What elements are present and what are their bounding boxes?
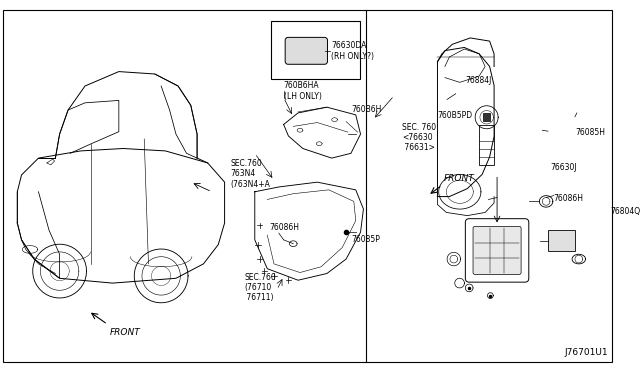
Text: 76086H: 76086H: [554, 194, 584, 203]
Bar: [483, 113, 490, 121]
Bar: [548, 230, 575, 251]
Text: SEC. 760
<76630
 76631>: SEC. 760 <76630 76631>: [402, 122, 436, 153]
Text: 76630DA
(RH ONLY?): 76630DA (RH ONLY?): [332, 41, 374, 61]
Text: SEC.760
763N4
(763N4+A: SEC.760 763N4 (763N4+A: [231, 159, 271, 189]
Text: 76085P: 76085P: [351, 235, 380, 244]
Bar: [271, 22, 360, 79]
Text: 76085H: 76085H: [575, 128, 605, 137]
Text: 76804Q: 76804Q: [611, 207, 640, 216]
Bar: [479, 125, 494, 165]
FancyBboxPatch shape: [285, 37, 328, 64]
FancyBboxPatch shape: [465, 219, 529, 282]
Text: 760B5PD: 760B5PD: [438, 111, 472, 120]
Text: 76884J: 76884J: [466, 76, 492, 86]
FancyBboxPatch shape: [473, 227, 521, 275]
Text: 76086H: 76086H: [269, 222, 300, 231]
Text: FRONT: FRONT: [444, 174, 475, 183]
Text: FRONT: FRONT: [109, 328, 140, 337]
Text: 760B6H: 760B6H: [351, 105, 381, 114]
Text: J76701U1: J76701U1: [564, 348, 607, 357]
Text: 760B6HA
(LH ONLY): 760B6HA (LH ONLY): [284, 81, 321, 100]
Text: 76630J: 76630J: [550, 163, 577, 172]
Text: SEC.760
(76710
 76711): SEC.760 (76710 76711): [244, 273, 276, 302]
